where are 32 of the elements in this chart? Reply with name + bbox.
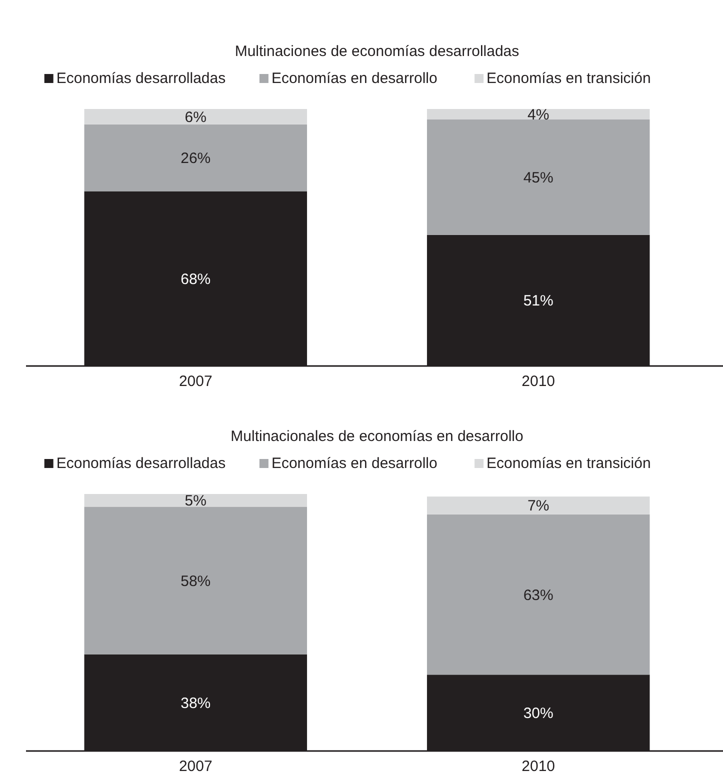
data-label: 5%: [184, 492, 206, 510]
chart-title: Multinacionales de economías en desarrollo: [230, 428, 524, 445]
data-label: 45%: [523, 169, 554, 186]
data-label: 30%: [523, 705, 554, 722]
legend-label: Economías desarrolladas: [56, 70, 226, 87]
data-label: 68%: [180, 270, 211, 288]
chart-title: Multinaciones de economías desarrolladas: [234, 43, 520, 60]
data-label: 58%: [180, 572, 211, 590]
x-tick-label: 2007: [178, 373, 212, 390]
bar: [84, 124, 308, 192]
data-label: 38%: [180, 694, 211, 712]
data-label: 6%: [184, 108, 206, 126]
bar: [426, 496, 650, 514]
data-label: 4%: [528, 106, 550, 124]
x-tick-label: 2010: [522, 758, 556, 775]
bar: [426, 514, 650, 675]
x-tick-label: 2007: [178, 758, 212, 775]
legend-label: Economías en transición: [486, 455, 651, 472]
bar: [84, 506, 308, 654]
bar: [426, 109, 650, 120]
data-label: 7%: [528, 498, 550, 515]
bar: [426, 119, 650, 235]
bar: [84, 494, 308, 507]
legend-label: Economías desarrolladas: [56, 455, 226, 472]
legend-label: Economías en transición: [486, 70, 651, 87]
legend-label: Economías en desarrollo: [271, 455, 438, 472]
data-label: 26%: [180, 150, 211, 168]
x-tick-label: 2010: [522, 373, 556, 390]
legend-label: Economías en desarrollo: [271, 70, 438, 87]
data-label: 51%: [523, 292, 554, 310]
bar: [84, 109, 308, 124]
data-label: 63%: [523, 586, 554, 604]
